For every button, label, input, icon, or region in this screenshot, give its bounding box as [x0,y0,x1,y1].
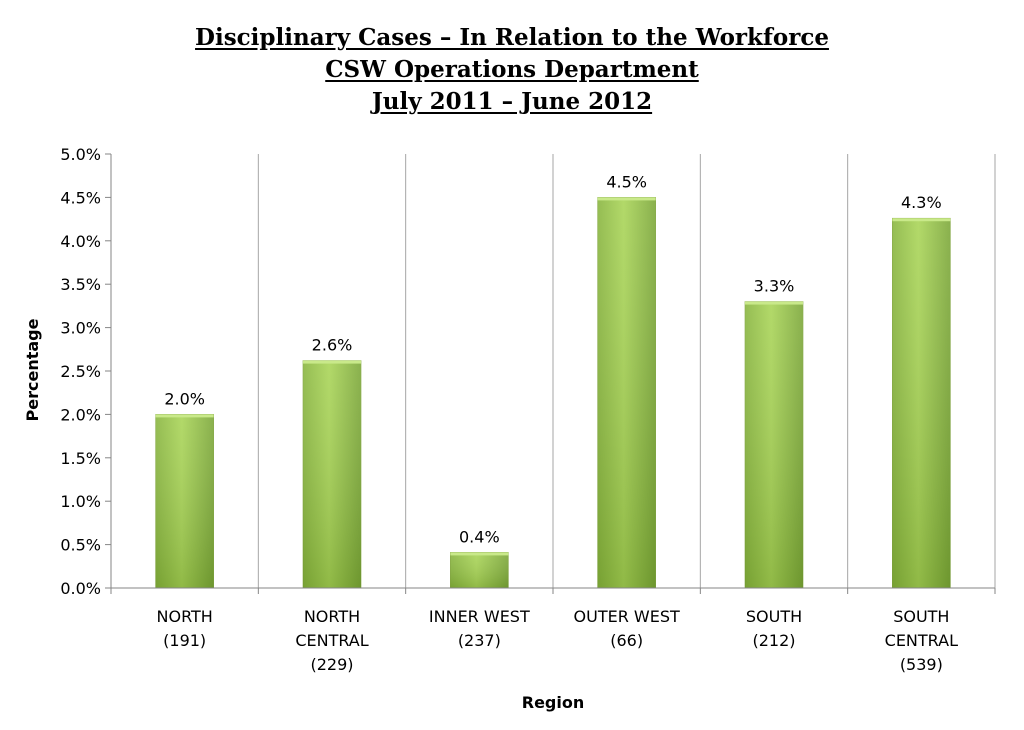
chart-title: Disciplinary Cases – In Relation to the … [0,22,1024,118]
bar-cap [155,414,214,418]
bar-shade [303,360,361,588]
bar-shade [450,552,509,588]
x-category-label: SOUTH [893,607,949,626]
bars [155,197,951,589]
data-label: 4.3% [901,193,942,212]
data-label: 4.5% [606,172,647,191]
x-category-label: (229) [310,655,353,674]
x-axis-title: Region [522,693,585,712]
x-category-label: (539) [900,655,943,674]
data-label: 2.0% [164,389,205,408]
data-label: 3.3% [754,277,795,296]
x-category-label: (66) [610,631,643,650]
bar-cap [303,360,361,364]
y-axis-title: Percentage [23,318,42,421]
chart-title-line-1: Disciplinary Cases – In Relation to the … [195,24,829,51]
bar-shade [155,414,214,588]
bar-cap [597,197,656,201]
y-tick-label: 0.5% [60,536,101,555]
axes [105,153,996,594]
x-category-label: NORTH [304,607,360,626]
bar-shade [892,218,951,588]
gridlines [257,154,996,588]
chart-title-line-3: July 2011 – June 2012 [371,88,653,115]
x-category-label: INNER WEST [429,607,530,626]
y-tick-label: 3.0% [60,319,101,338]
y-tick-label: 0.0% [60,579,101,598]
y-tick-label: 2.5% [60,362,101,381]
x-category-label: OUTER WEST [574,607,680,626]
x-category-label: (191) [163,631,206,650]
y-tick-label: 3.5% [60,275,101,294]
x-category-label: (237) [458,631,501,650]
y-tick-label: 4.0% [60,232,101,251]
bar-cap [892,218,951,222]
x-category-label: (212) [752,631,795,650]
data-label: 0.4% [459,527,500,546]
chart-title-line-2: CSW Operations Department [325,56,699,83]
y-tick-label: 1.5% [60,449,101,468]
bar-cap [745,301,803,305]
labels: 0.0% 0.5% 1.0% 1.5% 2.0% 2.5% 3.0% 3.5% 4.0% 4.5%… [60,145,958,674]
data-label: 2.6% [312,336,353,355]
x-category-label: CENTRAL [295,631,368,650]
y-tick-label: 4.5% [60,188,101,207]
x-category-label: SOUTH [746,607,802,626]
bar-shade [597,197,656,588]
bar-shade [745,301,803,588]
x-category-label: CENTRAL [885,631,958,650]
y-tick-label: 1.0% [60,492,101,511]
bar-cap [450,552,509,556]
y-tick-label: 5.0% [60,145,101,164]
x-category-label: NORTH [157,607,213,626]
y-tick-label: 2.0% [60,405,101,424]
